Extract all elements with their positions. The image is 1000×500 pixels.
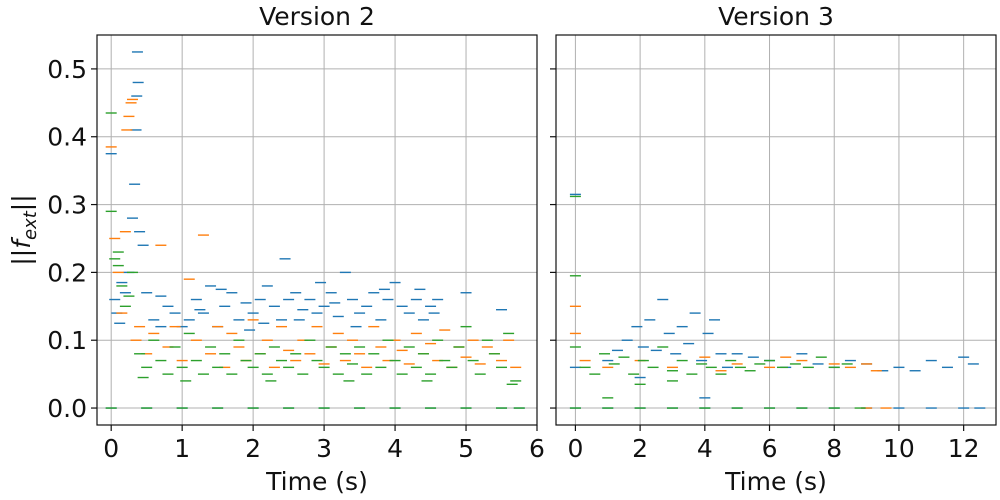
x-axis-label: Time (s) <box>265 467 368 496</box>
plot-frame <box>555 34 997 426</box>
x-tick-label: 2 <box>245 434 261 463</box>
x-tick-label: 3 <box>316 434 332 463</box>
y-tick-label: 0.1 <box>47 326 87 355</box>
y-tick-label: 0.2 <box>47 258 87 287</box>
y-axis-label: ||fext|| <box>7 194 41 265</box>
plot-frame <box>96 34 538 426</box>
x-tick-label: 12 <box>948 434 980 463</box>
x-tick-label: 6 <box>762 434 778 463</box>
x-tick-label: 0 <box>103 434 119 463</box>
x-tick-label: 8 <box>826 434 842 463</box>
y-tick-label: 0.4 <box>47 123 87 152</box>
x-axis-label: Time (s) <box>724 467 827 496</box>
y-tick-label: 0.3 <box>47 191 87 220</box>
x-tick-label: 2 <box>632 434 648 463</box>
y-tick-label: 0.5 <box>47 55 87 84</box>
chart-title: Version 3 <box>718 2 834 31</box>
y-tick-label: 0.0 <box>47 394 87 423</box>
x-tick-label: 4 <box>387 434 403 463</box>
x-tick-label: 0 <box>567 434 583 463</box>
x-tick-label: 4 <box>697 434 713 463</box>
chart-title: Version 2 <box>259 2 375 31</box>
x-tick-label: 1 <box>174 434 190 463</box>
x-tick-label: 5 <box>458 434 474 463</box>
x-tick-label: 10 <box>883 434 915 463</box>
x-tick-label: 6 <box>529 434 545 463</box>
